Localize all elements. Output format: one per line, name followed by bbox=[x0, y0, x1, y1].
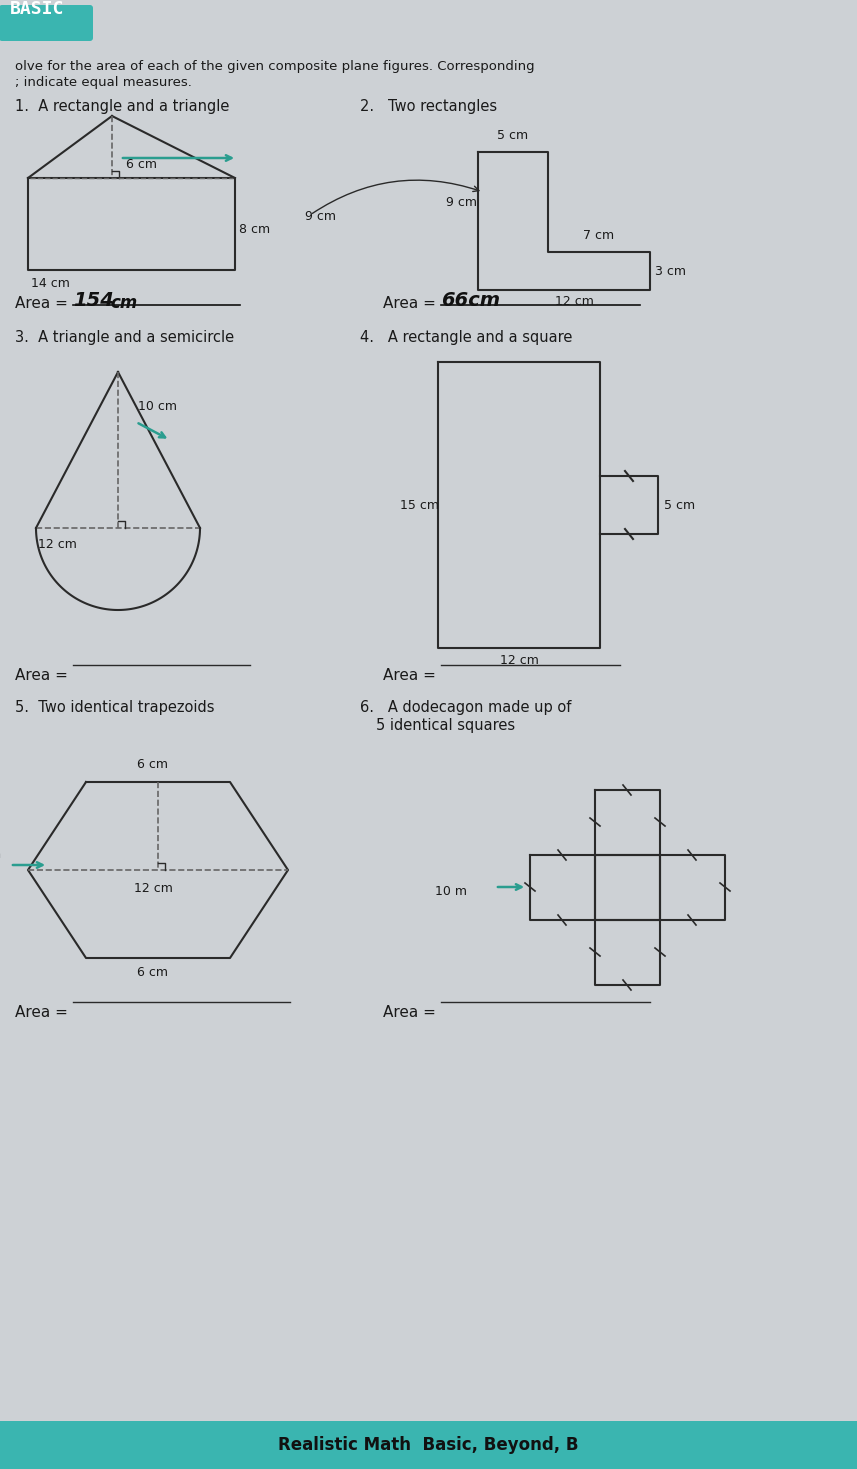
Text: BASIC: BASIC bbox=[10, 0, 64, 18]
Text: ; indicate equal measures.: ; indicate equal measures. bbox=[15, 76, 192, 90]
Text: Area =: Area = bbox=[15, 668, 73, 683]
Text: 10 m: 10 m bbox=[435, 884, 467, 898]
Text: olve for the area of each of the given composite plane figures. Corresponding: olve for the area of each of the given c… bbox=[15, 60, 535, 73]
Text: 6 cm: 6 cm bbox=[137, 758, 169, 771]
Text: Area =: Area = bbox=[15, 295, 73, 311]
Text: 6 cm: 6 cm bbox=[126, 159, 157, 170]
Text: 12 cm: 12 cm bbox=[554, 295, 593, 308]
Text: Area =: Area = bbox=[383, 295, 440, 311]
Text: Realistic Math  Basic, Beyond, B: Realistic Math Basic, Beyond, B bbox=[278, 1437, 578, 1454]
Text: 3.  A triangle and a semicircle: 3. A triangle and a semicircle bbox=[15, 331, 234, 345]
Text: 5 identical squares: 5 identical squares bbox=[376, 718, 515, 733]
Text: 12 cm: 12 cm bbox=[134, 881, 172, 895]
Text: 5 cm: 5 cm bbox=[664, 498, 695, 511]
Text: 10 cm: 10 cm bbox=[138, 400, 177, 413]
Text: 5.  Two identical trapezoids: 5. Two identical trapezoids bbox=[15, 701, 214, 715]
Text: 3 cm: 3 cm bbox=[655, 264, 686, 278]
Text: 7 cm: 7 cm bbox=[584, 229, 614, 242]
Text: 9 cm: 9 cm bbox=[305, 210, 336, 223]
Text: Area =: Area = bbox=[383, 1005, 440, 1019]
Text: 7 cm: 7 cm bbox=[0, 848, 1, 861]
Text: 15 cm: 15 cm bbox=[400, 498, 439, 511]
Text: cm: cm bbox=[110, 294, 137, 311]
Text: 6 cm: 6 cm bbox=[137, 967, 169, 978]
Text: 4.   A rectangle and a square: 4. A rectangle and a square bbox=[360, 331, 572, 345]
Text: Area =: Area = bbox=[15, 1005, 73, 1019]
Text: 2.   Two rectangles: 2. Two rectangles bbox=[360, 98, 497, 115]
Bar bbox=[0, 1421, 857, 1469]
FancyBboxPatch shape bbox=[0, 4, 93, 41]
Text: 8 cm: 8 cm bbox=[239, 222, 270, 235]
Text: 12 cm: 12 cm bbox=[38, 538, 77, 551]
Text: Area =: Area = bbox=[383, 668, 440, 683]
Text: 1.  A rectangle and a triangle: 1. A rectangle and a triangle bbox=[15, 98, 230, 115]
Text: 14 cm: 14 cm bbox=[31, 278, 70, 289]
Text: 9 cm: 9 cm bbox=[446, 195, 477, 209]
Text: 6.   A dodecagon made up of: 6. A dodecagon made up of bbox=[360, 701, 572, 715]
Text: 66cm: 66cm bbox=[441, 291, 500, 310]
Text: 154: 154 bbox=[73, 291, 114, 310]
Text: 12 cm: 12 cm bbox=[500, 654, 538, 667]
Text: 5 cm: 5 cm bbox=[497, 129, 529, 142]
